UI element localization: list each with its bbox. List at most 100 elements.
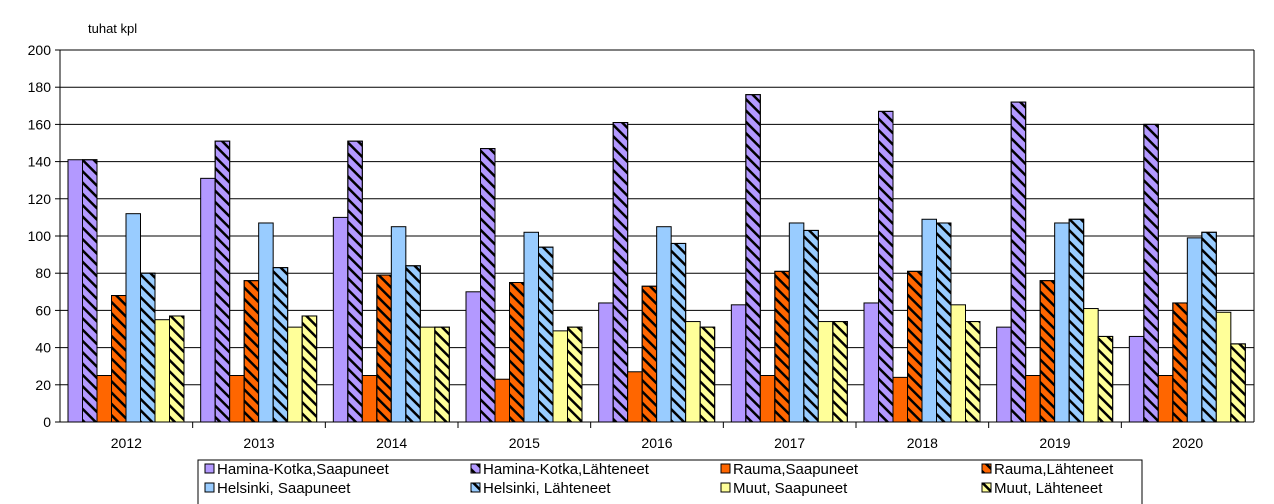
y-tick-label: 160 <box>28 116 52 132</box>
bar-hatch <box>1068 218 1085 423</box>
bar <box>788 222 805 423</box>
bar-hatch <box>745 94 761 423</box>
bar <box>390 226 407 423</box>
bar <box>892 376 908 423</box>
y-tick-label: 120 <box>28 191 52 207</box>
bar <box>1025 375 1041 423</box>
bar <box>154 319 170 423</box>
bar <box>817 321 834 423</box>
bar <box>200 177 216 423</box>
x-tick-label: 2019 <box>1039 435 1070 451</box>
y-tick-label: 40 <box>35 340 51 356</box>
bar <box>419 326 436 423</box>
legend-swatch <box>204 482 215 493</box>
bar-hatch <box>214 140 231 423</box>
x-tick-label: 2015 <box>509 435 540 451</box>
bar <box>759 375 776 423</box>
bar <box>258 222 274 423</box>
bar-hatch <box>1201 231 1217 423</box>
bar-hatch <box>774 270 790 423</box>
bar-hatch <box>169 315 185 423</box>
y-tick-label: 0 <box>43 414 51 430</box>
bar <box>627 371 643 423</box>
bar <box>361 375 378 423</box>
y-tick-label: 140 <box>28 154 52 170</box>
legend-swatch-hatch <box>470 463 481 474</box>
bar <box>1186 237 1203 423</box>
bar <box>332 216 349 423</box>
legend-swatch <box>720 482 731 493</box>
x-tick-label: 2012 <box>111 435 142 451</box>
bar-hatch <box>936 222 952 423</box>
bar-hatch <box>538 246 554 423</box>
legend-label: Rauma,Lähteneet <box>994 461 1114 478</box>
legend-label: Helsinki, Saapuneet <box>217 480 351 497</box>
legend-swatch <box>720 463 731 474</box>
bar <box>730 304 747 423</box>
bar-hatch <box>480 148 496 423</box>
y-axis-unit-label: tuhat kpl <box>88 21 137 36</box>
bar <box>465 291 481 423</box>
y-tick-label: 200 <box>28 42 52 58</box>
legend: Hamina-Kotka,Saapuneet Hamina-Kotka,Lähte… <box>197 459 1143 504</box>
bar <box>996 326 1012 423</box>
bar-hatch <box>272 267 289 423</box>
x-tick-label: 2014 <box>376 435 407 451</box>
bar-hatch <box>140 272 156 423</box>
bar <box>685 321 701 423</box>
bar <box>921 218 937 423</box>
bar <box>656 226 672 423</box>
bar-hatch <box>612 122 629 423</box>
bar <box>523 231 539 423</box>
bar <box>1083 308 1099 423</box>
bar <box>1128 335 1145 423</box>
bar-hatch <box>965 321 981 423</box>
bar-hatch <box>699 326 716 423</box>
bar <box>229 375 245 423</box>
bar-hatch <box>1039 280 1056 423</box>
legend-label: Hamina-Kotka,Lähteneet <box>483 461 650 478</box>
bar <box>96 375 112 423</box>
bar-hatch <box>111 295 127 423</box>
bar-hatch <box>567 326 583 423</box>
bar <box>950 304 966 423</box>
bar-hatch <box>832 321 848 423</box>
legend-swatch-hatch <box>981 482 992 493</box>
bar-hatch <box>509 282 525 423</box>
bar <box>1157 375 1174 423</box>
y-tick-label: 60 <box>35 302 51 318</box>
legend-label: Rauma,Saapuneet <box>733 461 859 478</box>
bar-hatch <box>1230 343 1246 423</box>
bar-hatch <box>641 285 658 423</box>
bar-hatch <box>376 274 392 423</box>
x-tick-label: 2020 <box>1172 435 1203 451</box>
bar-hatch <box>670 242 687 423</box>
legend-swatch-hatch <box>981 463 992 474</box>
bar <box>552 330 568 423</box>
bar-hatch <box>347 140 363 423</box>
bar <box>1215 311 1232 423</box>
bar-hatch <box>878 110 894 423</box>
legend-swatch <box>204 463 215 474</box>
legend-swatch-hatch <box>470 482 481 493</box>
bar <box>125 213 141 423</box>
bar-hatch <box>1172 302 1188 423</box>
y-tick-label: 20 <box>35 377 51 393</box>
y-tick-label: 80 <box>35 265 51 281</box>
legend-label: Muut, Lähteneet <box>994 480 1103 497</box>
bar-hatch <box>405 265 421 423</box>
bar <box>494 378 510 423</box>
bar-hatch <box>243 280 260 423</box>
bar <box>1054 222 1070 423</box>
bar-hatch <box>82 159 98 423</box>
legend-label: Muut, Saapuneet <box>733 480 848 497</box>
bar <box>287 326 303 423</box>
y-tick-label: 100 <box>28 228 52 244</box>
bar-hatch <box>1010 101 1027 423</box>
x-tick-label: 2018 <box>907 435 938 451</box>
bar <box>67 159 83 423</box>
bar <box>863 302 879 423</box>
bar-hatch <box>1143 123 1159 423</box>
bar <box>598 302 614 423</box>
